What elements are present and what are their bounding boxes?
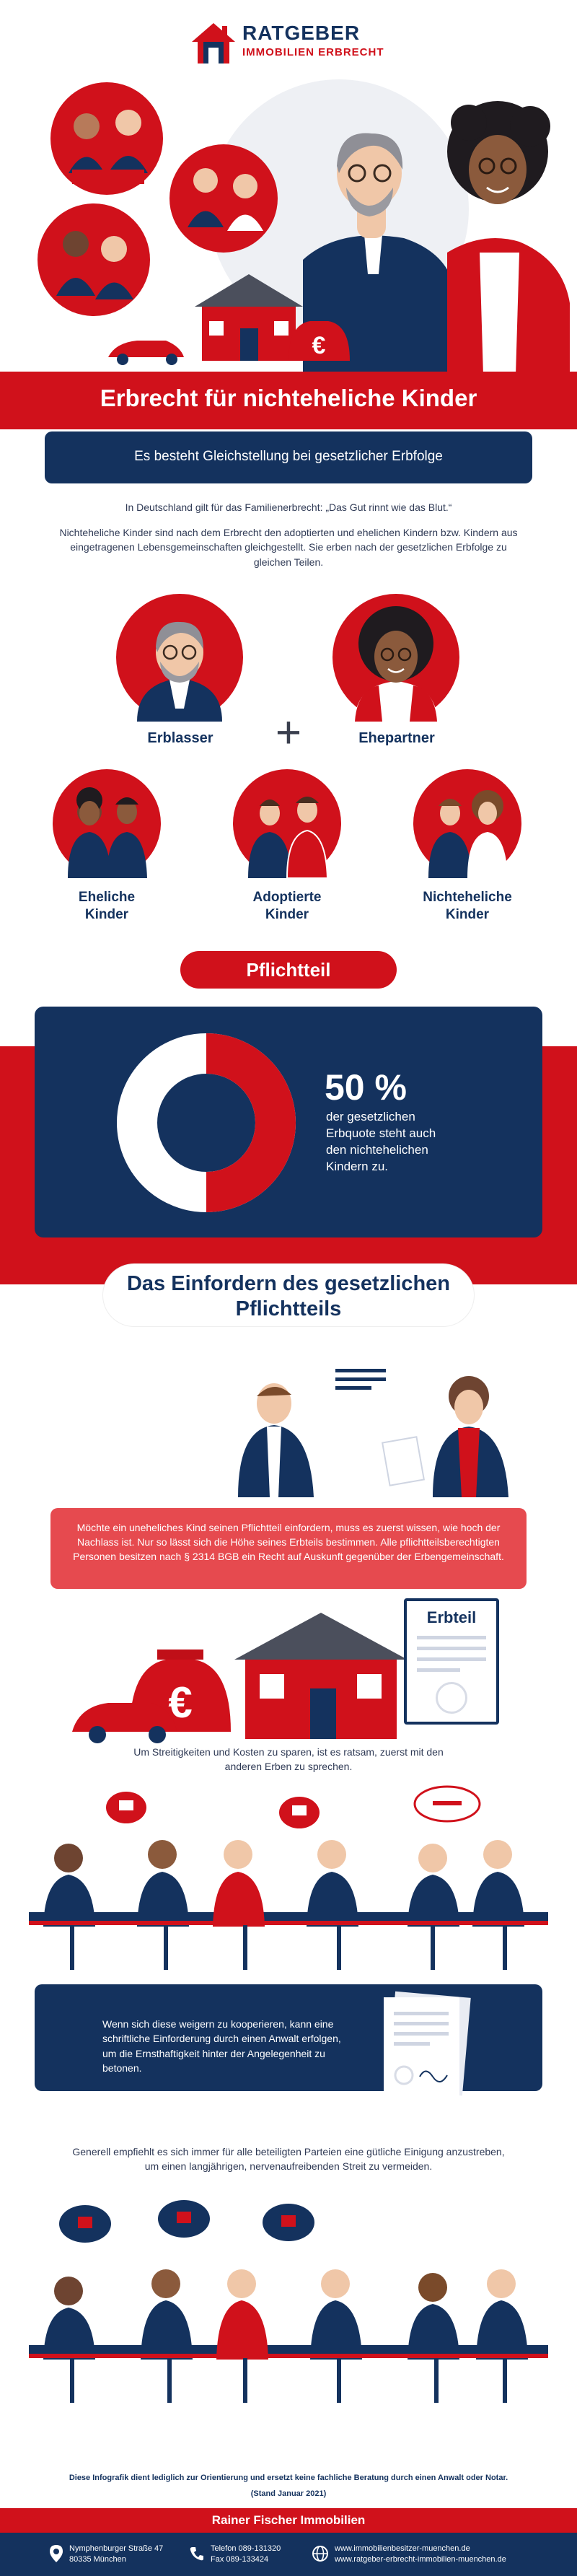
ehepartner-label: Ehepartner — [358, 730, 435, 746]
footer-web1[interactable]: www.immobilienbesitzer-muenchen.de — [335, 2544, 470, 2553]
meeting-illustration-2 — [29, 2194, 548, 2403]
globe-icon — [312, 2546, 328, 2562]
eheliche-kinder-portrait — [52, 768, 162, 878]
adoptierte-kinder-label: Adoptierte Kinder — [252, 890, 322, 922]
intro-line1: In Deutschland gilt für das Familienerbr… — [125, 501, 452, 513]
hero-subtitle-box — [45, 431, 532, 483]
woman-figure — [447, 101, 570, 375]
brand-line2: IMMOBILIEN ERBRECHT — [242, 46, 384, 58]
erbteil-doc-title: Erbteil — [426, 1608, 477, 1626]
eheliche-kinder-label: Eheliche Kinder — [78, 890, 136, 922]
contract-document-icon — [375, 1990, 476, 2098]
footer-address2: 80335 München — [69, 2555, 126, 2564]
ehepartner-portrait — [332, 593, 460, 722]
info-box-1 — [50, 1508, 527, 1589]
euro-symbol: € — [312, 332, 326, 359]
page-title: Erbrecht für nichteheliche Kinder — [100, 385, 477, 411]
footer-address1: Nymphenburger Straße 47 — [69, 2544, 164, 2553]
house-logo-icon — [192, 23, 235, 63]
hero-title-banner — [0, 372, 577, 429]
footer-fax: Fax 089-133424 — [211, 2555, 269, 2564]
erbteil-document: Erbteil — [404, 1598, 499, 1725]
intro-line2: Nichteheliche Kinder sind nach dem Erbre… — [59, 527, 518, 568]
hero-illustration: € — [0, 72, 577, 375]
footer-company: Rainer Fischer Immobilien — [0, 2508, 577, 2533]
pflichtteil-donut — [117, 1033, 296, 1212]
erblasser-portrait — [115, 593, 244, 722]
pflichtteil-percent: 50 % — [325, 1067, 407, 1108]
phone-icon — [190, 2547, 203, 2561]
brand-line1: RATGEBER — [242, 22, 361, 44]
couple-circle-2 — [169, 144, 278, 253]
einfordern-text5: Generell empfiehlt es sich immer für all… — [72, 2146, 505, 2173]
house-with-car: € — [108, 274, 350, 365]
footer-phone[interactable]: Telefon 089-131320 — [211, 2544, 281, 2553]
erblasser-label: Erblasser — [147, 730, 213, 746]
einfordern-text3: Um Streitigkeiten und Kosten zu sparen, … — [133, 1746, 444, 1773]
hero-subtitle: Es besteht Gleichstellung bei gesetzlich… — [134, 449, 443, 464]
couple-circle-1 — [50, 82, 163, 195]
meeting-illustration-1 — [29, 1782, 548, 1970]
plus-sign: + — [275, 708, 302, 758]
einfordern-text4: Wenn sich diese weigern zu kooperieren, … — [102, 2018, 341, 2074]
disclaimer-text: Diese Infografik dient lediglich zur Ori… — [69, 2474, 508, 2482]
donut-share-arc — [206, 1033, 296, 1212]
footer-web2[interactable]: www.ratgeber-erbrecht-immobilien-muenche… — [335, 2555, 506, 2564]
pflichtteil-text: der gesetzlichen Erbquote steht auch den… — [326, 1110, 436, 1173]
einfordern-title-pill: Das Einfordern des gesetzlichen Pflichtt… — [103, 1264, 474, 1326]
einfordern-text1: Nichteheliche Kinder fordern ihren Antei… — [52, 1387, 212, 1442]
location-pin-icon — [50, 2545, 63, 2562]
estate-illustration: € — [72, 1580, 505, 1746]
pflichtteil-pill: Pflichtteil — [180, 951, 397, 989]
nichteheliche-kinder-label: Nichteheliche Kinder — [423, 890, 512, 922]
adoptierte-kinder-portrait — [232, 768, 342, 878]
couple-circle-3 — [38, 203, 150, 316]
nichteheliche-kinder-portrait — [413, 768, 522, 878]
einfordern-text2: Möchte ein uneheliches Kind seinen Pflic… — [73, 1522, 504, 1562]
footer-bar — [0, 2533, 577, 2576]
estate-euro-symbol: € — [168, 1678, 192, 1727]
logo: RATGEBER IMMOBILIEN ERBRECHT — [189, 20, 398, 71]
handover-illustration — [231, 1346, 534, 1497]
disclaimer-stand: (Stand Januar 2021) — [250, 2489, 327, 2498]
